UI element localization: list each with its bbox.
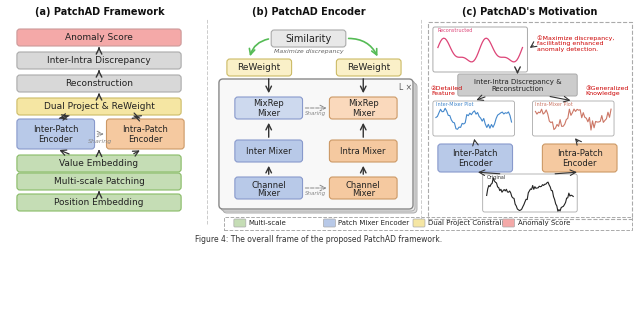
Text: Intra-Mixer Plot: Intra-Mixer Plot bbox=[536, 101, 573, 107]
Text: Multi-scale: Multi-scale bbox=[249, 220, 287, 226]
FancyBboxPatch shape bbox=[17, 52, 181, 69]
Text: Anomaly Score: Anomaly Score bbox=[65, 33, 133, 42]
Text: Sharing: Sharing bbox=[305, 111, 326, 117]
FancyBboxPatch shape bbox=[17, 194, 181, 211]
Text: Position Embedding: Position Embedding bbox=[54, 198, 144, 207]
Text: Intra-Patch: Intra-Patch bbox=[557, 148, 603, 157]
FancyBboxPatch shape bbox=[219, 79, 413, 209]
Text: (c) PatchAD's Motivation: (c) PatchAD's Motivation bbox=[462, 7, 598, 17]
Text: Multi-scale Patching: Multi-scale Patching bbox=[54, 177, 145, 186]
FancyBboxPatch shape bbox=[438, 144, 513, 172]
FancyBboxPatch shape bbox=[17, 75, 181, 92]
Text: Channel: Channel bbox=[252, 180, 286, 190]
FancyBboxPatch shape bbox=[235, 140, 303, 162]
FancyBboxPatch shape bbox=[221, 81, 415, 211]
Text: Figure 4: The overall frame of the proposed PatchAD framework.: Figure 4: The overall frame of the propo… bbox=[195, 235, 442, 244]
FancyBboxPatch shape bbox=[330, 97, 397, 119]
Text: Value Embedding: Value Embedding bbox=[60, 159, 139, 168]
FancyBboxPatch shape bbox=[433, 27, 527, 72]
Text: Mixer: Mixer bbox=[352, 190, 375, 199]
FancyBboxPatch shape bbox=[17, 119, 95, 149]
Text: Inter-Patch: Inter-Patch bbox=[33, 125, 79, 134]
Text: Original: Original bbox=[486, 175, 506, 179]
Text: MixRep: MixRep bbox=[253, 99, 284, 109]
FancyBboxPatch shape bbox=[227, 59, 292, 76]
Text: Reconstructed: Reconstructed bbox=[438, 29, 473, 33]
Text: facilitating enhanced: facilitating enhanced bbox=[538, 41, 604, 47]
FancyBboxPatch shape bbox=[235, 97, 303, 119]
Text: Inter-Intra Discrepancy &: Inter-Intra Discrepancy & bbox=[474, 79, 561, 85]
Text: Encoder: Encoder bbox=[38, 134, 73, 144]
FancyBboxPatch shape bbox=[502, 219, 515, 227]
FancyBboxPatch shape bbox=[17, 98, 181, 115]
FancyBboxPatch shape bbox=[106, 119, 184, 149]
Text: L ×: L × bbox=[399, 83, 412, 91]
Text: Encoder: Encoder bbox=[128, 134, 163, 144]
FancyBboxPatch shape bbox=[235, 177, 303, 199]
FancyBboxPatch shape bbox=[458, 74, 577, 96]
FancyBboxPatch shape bbox=[17, 29, 181, 46]
FancyBboxPatch shape bbox=[413, 219, 425, 227]
Text: Sharing: Sharing bbox=[305, 191, 326, 196]
Text: ReWeight: ReWeight bbox=[237, 63, 281, 72]
Text: ②Detailed
Feature: ②Detailed Feature bbox=[431, 86, 463, 97]
Text: Similarity: Similarity bbox=[285, 33, 332, 43]
FancyBboxPatch shape bbox=[532, 101, 614, 136]
FancyBboxPatch shape bbox=[337, 59, 401, 76]
FancyBboxPatch shape bbox=[483, 174, 577, 212]
Text: Dual Project Constraint: Dual Project Constraint bbox=[428, 220, 509, 226]
Text: MixRep: MixRep bbox=[348, 99, 379, 109]
Text: Encoder: Encoder bbox=[563, 158, 597, 168]
Text: Sharing: Sharing bbox=[88, 138, 113, 144]
FancyBboxPatch shape bbox=[330, 140, 397, 162]
FancyBboxPatch shape bbox=[17, 173, 181, 190]
FancyBboxPatch shape bbox=[17, 155, 181, 172]
Text: Dual Project & ReWeight: Dual Project & ReWeight bbox=[44, 102, 154, 111]
Text: Intra-Patch: Intra-Patch bbox=[122, 125, 168, 134]
Text: ①Maximize discrepancy,: ①Maximize discrepancy, bbox=[538, 35, 615, 41]
Text: ReWeight: ReWeight bbox=[347, 63, 390, 72]
FancyBboxPatch shape bbox=[234, 219, 246, 227]
FancyBboxPatch shape bbox=[323, 219, 335, 227]
Text: Patch Mixer Encoder: Patch Mixer Encoder bbox=[339, 220, 410, 226]
Text: Channel: Channel bbox=[346, 180, 381, 190]
Text: Inter-Patch: Inter-Patch bbox=[452, 148, 498, 157]
Text: Mixer: Mixer bbox=[257, 110, 280, 119]
Text: Inter-Intra Discrepancy: Inter-Intra Discrepancy bbox=[47, 56, 151, 65]
Text: Maximize discrepancy: Maximize discrepancy bbox=[274, 50, 343, 54]
Text: Inter-Mixer Plot: Inter-Mixer Plot bbox=[436, 101, 474, 107]
Text: Inter Mixer: Inter Mixer bbox=[246, 146, 291, 156]
Text: anomaly detection.: anomaly detection. bbox=[538, 48, 598, 52]
Text: Mixer: Mixer bbox=[257, 190, 280, 199]
Text: (b) PatchAD Encoder: (b) PatchAD Encoder bbox=[252, 7, 365, 17]
FancyBboxPatch shape bbox=[271, 30, 346, 47]
Text: Reconstruction: Reconstruction bbox=[65, 79, 133, 88]
Text: (a) PatchAD Framework: (a) PatchAD Framework bbox=[35, 7, 164, 17]
Text: ③Generalized
Knowledge: ③Generalized Knowledge bbox=[585, 86, 628, 97]
FancyBboxPatch shape bbox=[433, 101, 515, 136]
Text: Intra Mixer: Intra Mixer bbox=[340, 146, 386, 156]
Text: Encoder: Encoder bbox=[458, 158, 492, 168]
Text: Anomaly Score: Anomaly Score bbox=[518, 220, 570, 226]
FancyBboxPatch shape bbox=[330, 177, 397, 199]
FancyBboxPatch shape bbox=[542, 144, 617, 172]
FancyBboxPatch shape bbox=[223, 83, 417, 213]
Text: Mixer: Mixer bbox=[352, 110, 375, 119]
Text: Reconstruction: Reconstruction bbox=[492, 86, 544, 92]
